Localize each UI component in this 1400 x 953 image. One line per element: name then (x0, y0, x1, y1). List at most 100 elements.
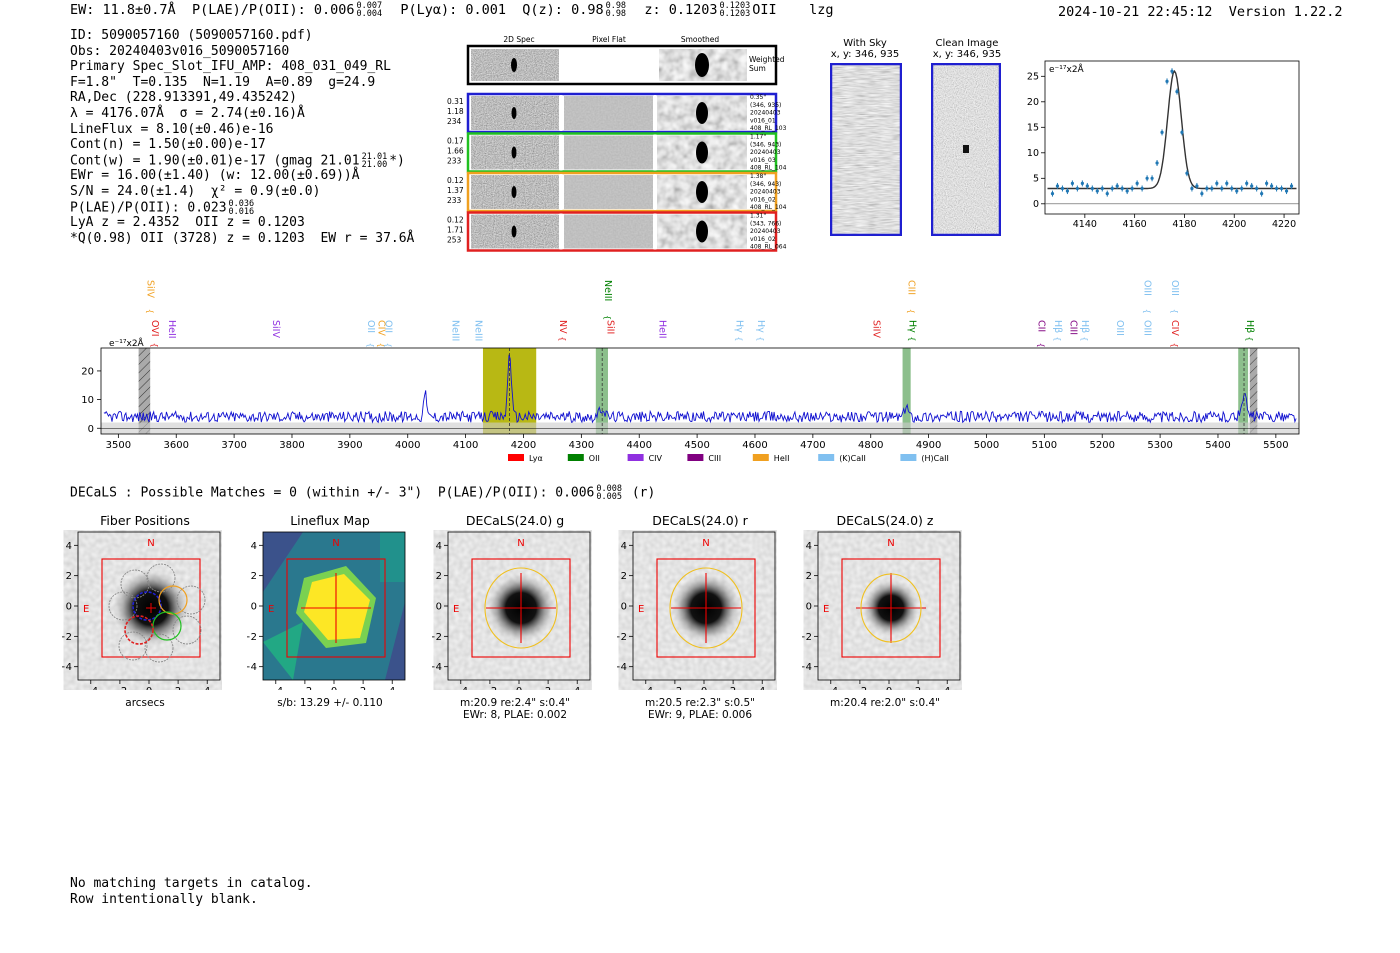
panel-ytick-label: 4 (66, 541, 72, 552)
lineflux-corner (380, 532, 405, 582)
panel-content: N E −4 −4 −2 −2 0 0 2 2 4 4 (802, 531, 961, 690)
decals-summary: DECaLS : Possible Matches = 0 (within +/… (70, 485, 655, 502)
panel-ytick-label: −4 (247, 662, 257, 673)
line-label: NeIII (473, 320, 484, 341)
spectrum-xtick-label: 3700 (221, 440, 246, 451)
line-label: NV (557, 320, 568, 334)
zoom-data-point (1284, 189, 1289, 193)
north-label: N (332, 538, 339, 549)
panel-title: Lineflux Map (290, 513, 370, 528)
cutout-2d-peak (511, 107, 517, 119)
spectrum-ytick-label: 20 (81, 366, 94, 377)
cutout-row-right-value: 0.35" (750, 94, 766, 101)
cutout-row-right-value: 1.17" (750, 134, 766, 141)
zoom-data-point (1105, 192, 1109, 196)
cutout-2d-peak (511, 186, 517, 198)
legend-label: OII (589, 454, 600, 463)
zoom-xtick-label: 4140 (1073, 219, 1097, 230)
spectrum-xtick-label: 3800 (279, 440, 304, 451)
panel-xtick-label: −4 (453, 686, 468, 690)
header-z-line: OII (752, 2, 777, 18)
legend-label: CIII (708, 454, 721, 463)
fiber-circle-orange (158, 585, 188, 615)
line-label-bracket: { (1143, 309, 1152, 314)
legend-label: (K)CaII (839, 454, 866, 463)
highlight-region (1249, 348, 1258, 434)
east-label: E (83, 604, 89, 615)
header-plya: P(Lyα): 0.001 (400, 2, 507, 18)
legend-swatch (687, 454, 704, 461)
info-radec: RA,Dec (228.913391,49.435242) (70, 90, 297, 106)
aperture-box (101, 558, 201, 658)
zoom-data-point (1100, 186, 1104, 191)
spectrum-xtick-label: 3900 (337, 440, 362, 451)
zoom-data-point (1090, 186, 1094, 191)
spectrum-unit: e⁻¹⁷x2Å (109, 337, 145, 349)
zoom-xtick-label: 4200 (1222, 219, 1246, 230)
with-sky-image (830, 63, 902, 236)
zoom-data-point (1215, 181, 1219, 185)
panel-caption-line: m:20.9 re:2.4" s:0.4" (460, 697, 570, 709)
line-label: Hβ (1079, 320, 1090, 333)
full-spectrum-chart: SiIV {OVI {HeII {SiIV {OII {CIV {OII {NeIII {NeI… (81, 280, 1300, 463)
header-classifier: lzg (809, 2, 834, 18)
east-label: E (268, 604, 274, 615)
header-plae-lo: 0.004 (356, 9, 383, 19)
panel-ytick-label: −4 (432, 662, 442, 673)
cutout-row-right-value: (346, 943) (750, 141, 781, 148)
zoom-data-point (1245, 181, 1249, 185)
panel-xtick-label: −4 (268, 686, 283, 690)
cutout-row-right-value: 20240403 (750, 228, 781, 235)
line-label: OII (365, 320, 376, 333)
info-ewr: EWr = 16.00(±1.40) (w: 12.00(±0.69))Å (70, 168, 360, 184)
legend-label: CIV (649, 454, 663, 463)
line-label: SiII (605, 320, 616, 334)
panel-xtick-label: 4 (574, 686, 580, 690)
spectrum-xtick-label: 4400 (627, 440, 652, 451)
panel-caption: m:20.5 re:2.3" s:0.5" EWr: 9, PLAE: 0.006 (615, 697, 785, 721)
zoom-data-point (1095, 189, 1099, 193)
zoom-data-point (1170, 69, 1174, 73)
cutout-row-right-value: (346, 943) (750, 181, 781, 188)
info-plae-lo: 0.016 (228, 206, 255, 217)
zoom-data-point (1070, 181, 1074, 185)
zoom-data-point (1220, 186, 1224, 191)
line-label: SiIV (144, 280, 155, 298)
info-contw-hi: 21.01 (361, 151, 388, 162)
line-label-bracket: { (150, 343, 159, 348)
aperture-box (841, 558, 941, 658)
cutout-2d-peak (511, 225, 517, 238)
panel-image: N E −4 −4 −2 −2 0 0 2 2 4 4 (432, 531, 591, 690)
spectrum-xtick-label: 3600 (164, 440, 189, 451)
north-label: N (517, 538, 524, 549)
col-2d-spec: 2D Spec (503, 35, 534, 44)
cutout-row-left-value: 1.37 (447, 186, 464, 195)
spectrum-xtick-label: 4300 (569, 440, 594, 451)
header-qz: Q(z): 0.98 (522, 2, 604, 18)
zoom-data-point (1185, 171, 1189, 175)
line-label-bracket: { (756, 336, 765, 341)
line-label: CIV (375, 320, 386, 336)
line-label: HeII (166, 320, 177, 339)
info-params: F=1.8" T=0.135 N=1.19 A=0.89 g=24.9 (70, 74, 376, 90)
zoom-data-point (1145, 176, 1149, 180)
zoom-data-point (1160, 130, 1164, 134)
panel-caption: arcsecs (60, 697, 230, 709)
zoom-data-point (1110, 186, 1114, 191)
zoom-data-point (1135, 181, 1139, 185)
clean-image-label: Clean Image x, y: 346, 935 (925, 38, 1009, 60)
cutout-pixel-flat (564, 175, 653, 209)
col-smoothed: Smoothed (681, 35, 720, 44)
header-plae: P(LAE)/P(OII): 0.006 (191, 2, 355, 18)
spectrum-ytick-label: 10 (81, 395, 94, 406)
zoom-data-point (1250, 184, 1254, 188)
line-label: SiIV (871, 320, 882, 338)
panel-ytick-label: 4 (436, 541, 442, 552)
galaxy-ellipse (669, 567, 743, 649)
spectrum-ytick-label: 0 (88, 424, 94, 435)
galaxy-ellipse (484, 567, 558, 649)
panel-ytick-label: 4 (251, 541, 257, 552)
line-label: CII (1036, 320, 1047, 332)
info-contn: Cont(n) = 1.50(±0.00)e-17 (70, 137, 266, 153)
